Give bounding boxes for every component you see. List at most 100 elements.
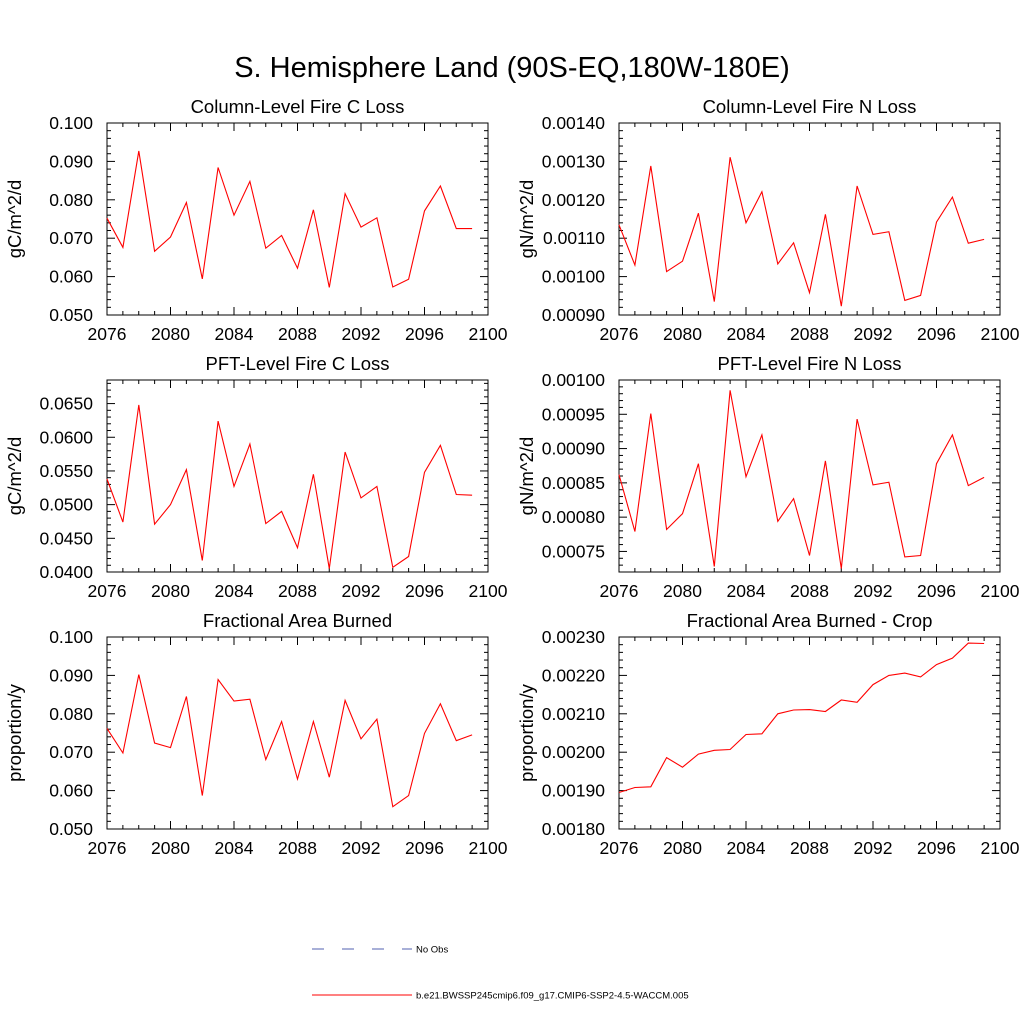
y-tick-label: 0.080: [49, 190, 93, 210]
x-tick-label: 2100: [981, 324, 1020, 344]
y-tick-label: 0.0650: [39, 394, 93, 414]
y-tick-label: 0.00130: [542, 151, 606, 171]
x-tick-label: 2096: [405, 324, 444, 344]
y-tick-label: 0.050: [49, 305, 93, 325]
y-tick-label: 0.060: [49, 781, 93, 801]
y-tick-label: 0.070: [49, 228, 93, 248]
x-tick-label: 2088: [278, 838, 317, 858]
x-tick-label: 2092: [342, 324, 381, 344]
y-tick-label: 0.00085: [542, 473, 605, 493]
x-tick-label: 2080: [151, 838, 190, 858]
y-tick-label: 0.100: [49, 113, 93, 133]
y-tick-label: 0.0400: [39, 562, 93, 582]
y-tick-label: 0.080: [49, 704, 93, 724]
x-tick-label: 2096: [917, 581, 956, 601]
x-tick-label: 2084: [727, 838, 766, 858]
series-line: [618, 157, 985, 307]
y-tick-label: 0.00210: [542, 704, 606, 724]
y-tick-label: 0.0600: [39, 427, 93, 447]
plot-frame: [106, 636, 489, 830]
panel-title: Fractional Area Burned - Crop: [687, 610, 933, 631]
x-tick-label: 2084: [727, 324, 766, 344]
y-tick-label: 0.090: [49, 665, 93, 685]
y-tick-label: 0.00230: [542, 627, 606, 647]
panel-1: Column-Level Fire C Loss 2076 2080 2084 2088…: [4, 96, 508, 344]
y-tick-label: 0.100: [49, 627, 93, 647]
x-tick-label: 2096: [405, 581, 444, 601]
y-tick-label: 0.00095: [542, 404, 605, 424]
x-tick-label: 2096: [917, 838, 956, 858]
panel-5: Fractional Area Burned 2076 2080 2084 2088 20…: [4, 610, 508, 858]
panel-6: Fractional Area Burned - Crop 2076 2080 208…: [516, 610, 1020, 858]
plot-frame: [106, 122, 489, 316]
y-tick-label: 0.00220: [542, 665, 606, 685]
legend-model-label: b.e21.BWSSP245cmip6.f09_g17.CMIP6-SSP2-4…: [416, 991, 689, 1002]
panel-4: PFT-Level Fire N Loss 2076 2080 2084 2088 209…: [516, 353, 1020, 601]
x-tick-label: 2096: [405, 838, 444, 858]
legend-no-obs-label: No Obs: [416, 945, 448, 956]
x-tick-label: 2092: [342, 581, 381, 601]
x-tick-label: 2088: [790, 581, 829, 601]
plot-frame: [618, 122, 1001, 316]
y-tick-label: 0.00100: [542, 370, 606, 390]
x-tick-label: 2092: [854, 581, 893, 601]
x-tick-label: 2092: [342, 838, 381, 858]
x-tick-label: 2076: [88, 324, 127, 344]
x-tick-label: 2092: [854, 838, 893, 858]
x-tick-label: 2076: [600, 324, 639, 344]
y-axis-label: proportion/y: [516, 683, 537, 781]
x-tick-label: 2088: [278, 581, 317, 601]
x-tick-label: 2076: [600, 838, 639, 858]
y-tick-label: 0.060: [49, 267, 93, 287]
y-tick-label: 0.00120: [542, 190, 606, 210]
plot-frame: [618, 379, 1001, 573]
x-tick-label: 2076: [88, 838, 127, 858]
y-tick-label: 0.00075: [542, 541, 605, 561]
series-line: [618, 390, 985, 569]
panels: Column-Level Fire C Loss 2076 2080 2084 2088…: [4, 96, 1020, 858]
y-tick-label: 0.090: [49, 151, 93, 171]
x-tick-label: 2092: [854, 324, 893, 344]
y-tick-label: 0.00190: [542, 781, 606, 801]
y-axis-label: gC/m^2/d: [4, 437, 25, 516]
y-tick-label: 0.00080: [542, 507, 606, 527]
x-tick-label: 2100: [981, 581, 1020, 601]
y-tick-label: 0.050: [49, 819, 93, 839]
x-tick-label: 2080: [151, 581, 190, 601]
y-tick-label: 0.00180: [542, 819, 606, 839]
x-tick-label: 2100: [469, 581, 508, 601]
y-axis-label: gN/m^2/d: [516, 437, 537, 516]
plot-frame: [106, 379, 489, 573]
y-tick-label: 0.0500: [39, 495, 93, 515]
x-tick-label: 2084: [727, 581, 766, 601]
figure-title: S. Hemisphere Land (90S-EQ,180W-180E): [234, 52, 790, 84]
x-tick-label: 2100: [469, 324, 508, 344]
y-tick-label: 0.00110: [543, 228, 605, 248]
y-tick-label: 0.00200: [542, 742, 606, 762]
x-tick-label: 2096: [917, 324, 956, 344]
panel-3: PFT-Level Fire C Loss 2076 2080 2084 2088 209…: [4, 353, 508, 601]
panel-2: Column-Level Fire N Loss 2076 2080 2084 2088…: [516, 96, 1020, 344]
y-tick-label: 0.00140: [542, 113, 606, 133]
y-tick-label: 0.0550: [39, 461, 93, 481]
y-axis-label: proportion/y: [4, 683, 25, 781]
x-tick-label: 2084: [215, 324, 254, 344]
x-tick-label: 2080: [663, 581, 702, 601]
panel-title: PFT-Level Fire N Loss: [717, 353, 901, 374]
x-tick-label: 2076: [600, 581, 639, 601]
y-tick-label: 0.00090: [542, 439, 606, 459]
x-tick-label: 2080: [663, 324, 702, 344]
x-tick-label: 2088: [278, 324, 317, 344]
y-axis-label: gC/m^2/d: [4, 180, 25, 259]
x-tick-label: 2084: [215, 838, 254, 858]
x-tick-label: 2088: [790, 838, 829, 858]
panel-title: Fractional Area Burned: [203, 610, 392, 631]
y-tick-label: 0.0450: [39, 528, 93, 548]
x-tick-label: 2088: [790, 324, 829, 344]
x-tick-label: 2084: [215, 581, 254, 601]
y-tick-label: 0.070: [49, 742, 93, 762]
series-line: [618, 642, 985, 794]
series-line: [106, 674, 473, 808]
x-tick-label: 2080: [663, 838, 702, 858]
